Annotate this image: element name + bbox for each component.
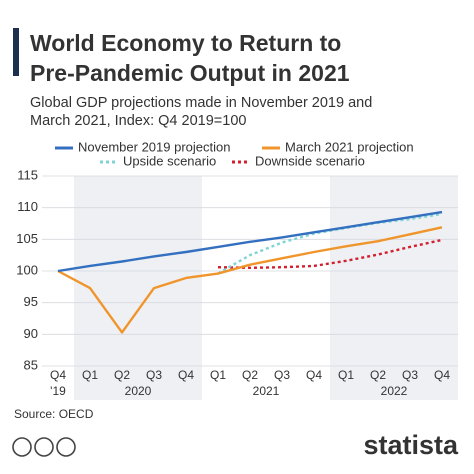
y-tick-label: 110: [17, 199, 38, 214]
y-tick-label: 85: [24, 357, 38, 372]
legend-label: Downside scenario: [255, 153, 365, 168]
x-tick-label: Q4: [306, 368, 322, 382]
x-tick-label: Q1: [338, 368, 354, 382]
x-tick-label: Q4: [434, 368, 450, 382]
chart-title: Pre-Pandemic Output in 2021: [30, 60, 350, 86]
x-group-label: 2021: [253, 384, 280, 398]
brand: statista: [363, 430, 459, 460]
series-line: [57, 210, 443, 273]
x-tick-label: Q2: [370, 368, 386, 382]
series-line: [57, 226, 443, 334]
y-tick-label: 115: [17, 167, 38, 182]
x-tick-label: Q4: [50, 368, 66, 382]
x-tick-label: Q1: [210, 368, 226, 382]
y-tick-label: 105: [16, 231, 38, 246]
legend-label: Upside scenario: [123, 153, 216, 168]
license-icons: [12, 437, 76, 457]
x-group-label: 2020: [125, 384, 152, 398]
title-accent: [13, 28, 19, 76]
y-tick-label: 100: [16, 262, 38, 277]
chart-subtitle: Global GDP projections made in November …: [30, 95, 372, 111]
x-group-label: '19: [50, 384, 66, 398]
y-tick-label: 90: [24, 326, 38, 341]
source: Source: OECD: [14, 407, 94, 421]
chart-title: World Economy to Return to: [30, 30, 341, 56]
x-tick-label: Q2: [242, 368, 258, 382]
x-tick-label: Q2: [114, 368, 130, 382]
legend-label: March 2021 projection: [285, 139, 414, 154]
x-tick-label: Q1: [82, 368, 98, 382]
y-tick-label: 95: [24, 294, 38, 309]
x-tick-label: Q3: [146, 368, 162, 382]
series-line: [217, 238, 443, 270]
x-tick-label: Q3: [274, 368, 290, 382]
x-tick-label: Q3: [402, 368, 418, 382]
x-tick-label: Q4: [178, 368, 194, 382]
x-group-label: 2022: [381, 384, 408, 398]
group-shade: [74, 176, 202, 400]
legend-label: November 2019 projection: [78, 139, 230, 154]
chart-subtitle: March 2021, Index: Q4 2019=100: [30, 113, 246, 129]
